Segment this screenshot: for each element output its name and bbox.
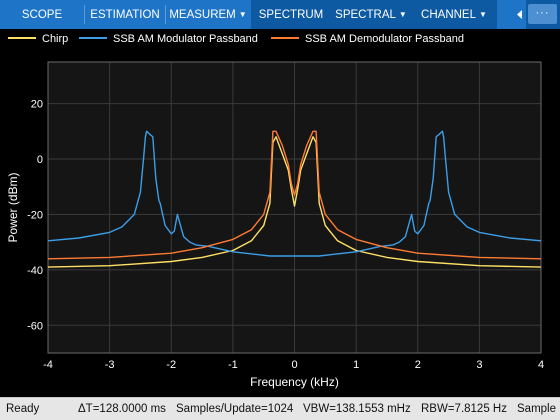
tab-spectrum[interactable]: SPECTRUM — [251, 0, 331, 29]
x-axis-label: Frequency (kHz) — [250, 375, 339, 389]
chevron-down-icon: ▼ — [398, 10, 407, 19]
legend-label: Chirp — [42, 33, 69, 45]
legend-item-demodulator[interactable]: SSB AM Demodulator Passband — [271, 29, 464, 49]
tab-spectral-label: SPECTRAL — [335, 9, 396, 21]
x-tick-label: -1 — [228, 359, 238, 371]
status-samples-update: Samples/Update=1024 — [176, 403, 294, 415]
toolstrip-more-area: ··· — [512, 0, 560, 29]
spectrum-plot: -4 -3 -2 -1 0 1 2 3 4 20 0 -20 -40 -60 Frequency (kHz… — [6, 61, 544, 389]
tab-spectral[interactable]: SPECTRAL ▼ — [331, 0, 411, 29]
legend-swatch — [8, 37, 36, 40]
tab-estimation[interactable]: ESTIMATION — [85, 0, 165, 29]
tab-channel-label: CHANNEL — [421, 9, 477, 21]
status-sample: Sample — [517, 403, 556, 415]
legend-label: SSB AM Demodulator Passband — [305, 33, 464, 45]
legend-swatch — [79, 37, 107, 40]
tab-separator — [165, 5, 166, 24]
series-line-3 — [47, 130, 542, 260]
x-tick-label: 3 — [476, 359, 482, 371]
x-tick-label: 1 — [353, 359, 359, 371]
series-line-2 — [47, 130, 542, 257]
x-tick-label: -3 — [105, 359, 115, 371]
tab-measurements-label: MEASUREM — [169, 9, 236, 21]
x-tick-label: 0 — [291, 359, 297, 371]
tab-separator — [84, 5, 85, 24]
y-tick-label: 0 — [37, 154, 43, 166]
toolstrip: SCOPE ESTIMATION MEASUREM ▼ SPECTRUM SPEC… — [0, 0, 560, 29]
ellipsis-icon[interactable]: ··· — [528, 4, 557, 24]
chevron-down-icon: ▼ — [479, 10, 487, 19]
plot-frame — [47, 61, 542, 354]
legend-swatch — [271, 37, 299, 40]
tab-channel[interactable]: CHANNEL ▼ — [411, 0, 497, 29]
y-tick-label: -20 — [27, 209, 43, 221]
tick-labels: -4 -3 -2 -1 0 1 2 3 4 20 0 -20 -40 -60 — [27, 99, 544, 371]
legend-label: SSB AM Modulator Passband — [113, 33, 258, 45]
legend-item-chirp[interactable]: Chirp — [8, 29, 68, 49]
series-line-1 — [47, 136, 542, 268]
status-delta-t: ΔT=128.0000 ms — [78, 403, 166, 415]
tab-spectrum-label: SPECTRUM — [258, 9, 324, 21]
tab-measurements[interactable]: MEASUREM ▼ — [166, 0, 250, 29]
x-tick-label: 2 — [415, 359, 421, 371]
chevron-down-icon: ▼ — [238, 10, 247, 19]
status-state: Ready — [6, 403, 40, 415]
status-bar: Ready ΔT=128.0000 ms Samples/Update=1024… — [0, 397, 560, 420]
collapse-toolstrip-icon[interactable] — [512, 0, 526, 29]
tab-scope[interactable]: SCOPE — [0, 0, 84, 29]
x-tick-label: 4 — [538, 359, 544, 371]
y-tick-label: -60 — [27, 320, 43, 332]
grid — [47, 61, 542, 354]
x-tick-label: -2 — [166, 359, 176, 371]
series-lines — [47, 130, 542, 268]
tab-scope-label: SCOPE — [21, 9, 63, 21]
legend: Chirp SSB AM Modulator Passband SSB AM D… — [0, 29, 560, 49]
legend-item-modulator[interactable]: SSB AM Modulator Passband — [79, 29, 258, 49]
status-vbw: VBW=138.1553 mHz — [303, 403, 411, 415]
x-tick-label: -4 — [43, 359, 53, 371]
y-tick-label: -40 — [27, 265, 43, 277]
y-axis-label: Power (dBm) — [6, 172, 20, 242]
tab-estimation-label: ESTIMATION — [90, 9, 160, 21]
y-tick-label: 20 — [31, 99, 43, 111]
status-rbw: RBW=7.8125 Hz — [421, 403, 507, 415]
